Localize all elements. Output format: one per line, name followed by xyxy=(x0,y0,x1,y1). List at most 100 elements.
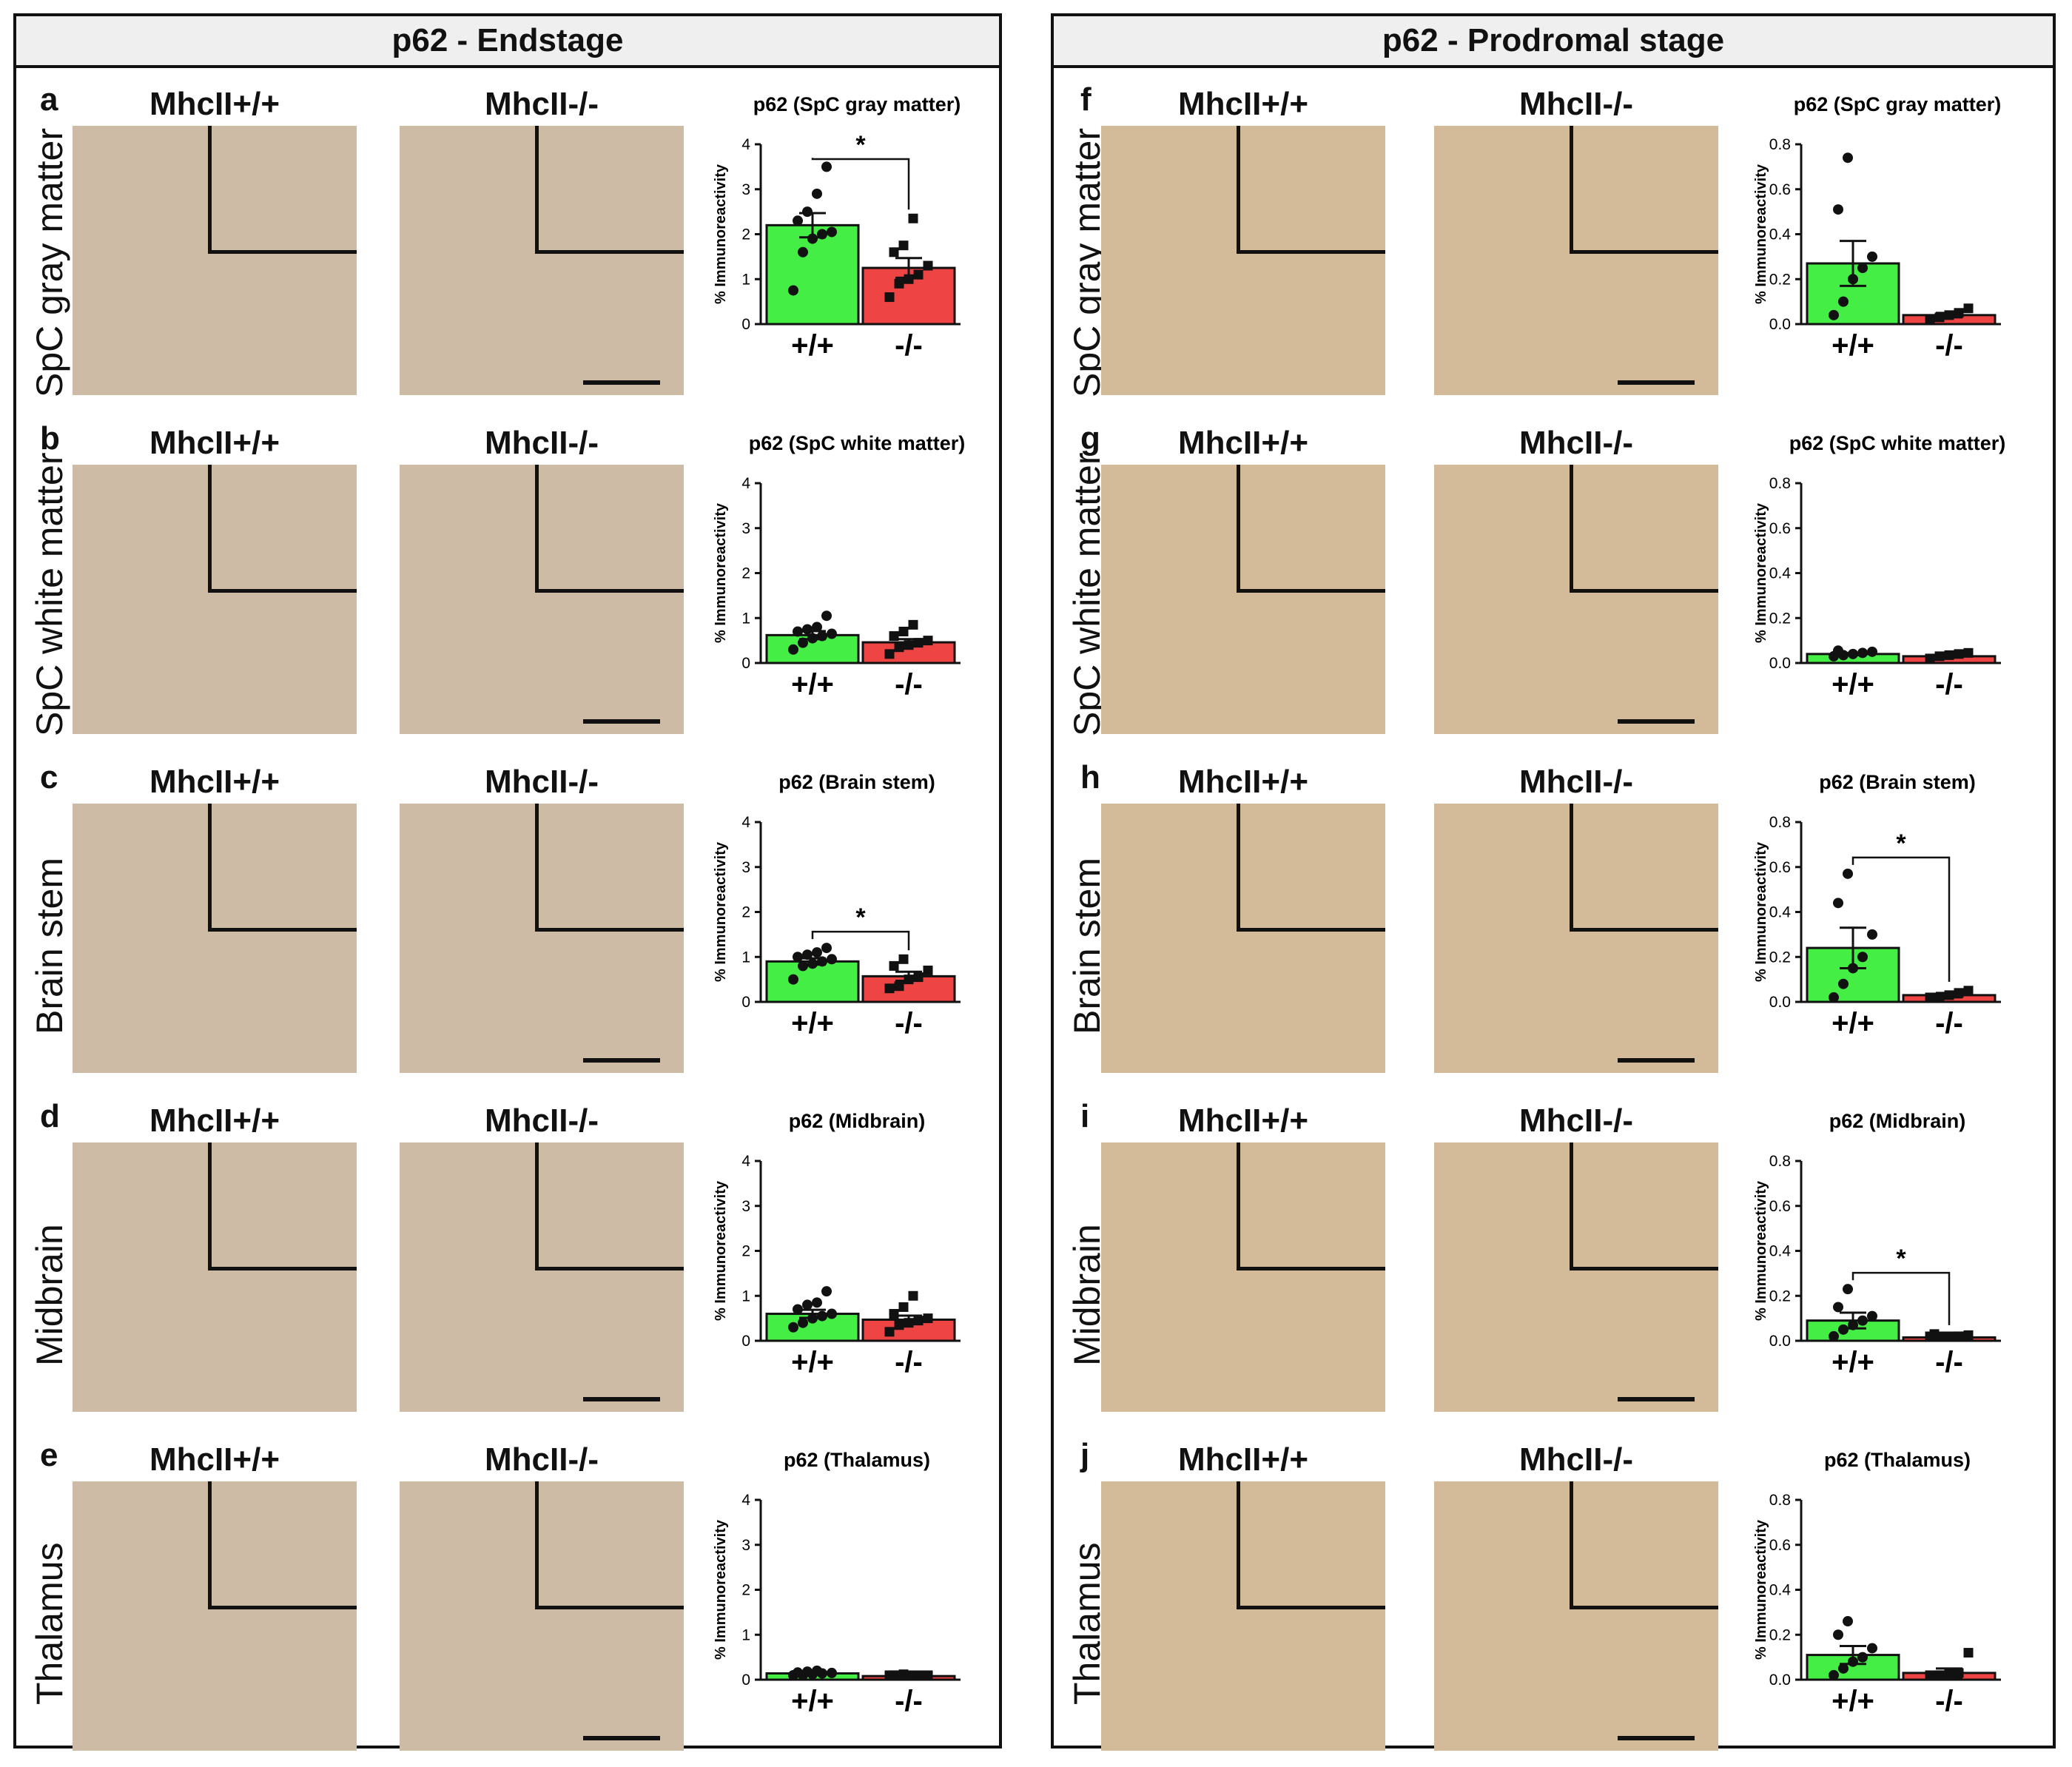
data-point xyxy=(1963,1330,1974,1340)
data-point xyxy=(798,246,808,258)
inset-frame xyxy=(535,804,684,932)
data-point xyxy=(1833,1302,1843,1313)
data-point xyxy=(1838,1324,1849,1335)
genotype-title-wt: MhcII+/+ xyxy=(1177,764,1309,800)
data-point xyxy=(817,229,827,240)
data-point xyxy=(817,956,827,967)
significance-bracket xyxy=(1851,1271,1951,1325)
scale-bar xyxy=(583,719,660,724)
data-point xyxy=(821,610,832,622)
data-point xyxy=(1934,992,1945,1003)
genotype-title-ko: MhcII-/- xyxy=(1519,425,1633,461)
significance-star: * xyxy=(855,903,866,932)
data-point xyxy=(1833,1629,1843,1640)
data-point xyxy=(923,1670,933,1680)
data-point xyxy=(1857,1315,1868,1326)
panel-letter: d xyxy=(40,1098,60,1134)
data-point xyxy=(889,1670,899,1680)
data-point xyxy=(812,188,822,199)
data-point xyxy=(812,1297,822,1308)
data-point xyxy=(913,269,924,280)
data-point xyxy=(1848,648,1858,659)
genotype-title-ko: MhcII-/- xyxy=(485,764,599,800)
data-point xyxy=(802,624,813,635)
genotype-title-ko: MhcII-/- xyxy=(485,1103,599,1139)
panel-letter: j xyxy=(1080,1437,1090,1473)
inset-frame xyxy=(1570,1481,1718,1609)
data-point xyxy=(807,233,818,244)
data-point xyxy=(913,972,924,983)
data-point xyxy=(908,1290,918,1301)
data-point xyxy=(821,943,832,954)
x-tick-label: +/+ xyxy=(791,1007,834,1040)
data-point xyxy=(1857,647,1868,659)
data-point xyxy=(894,642,904,653)
data-point xyxy=(908,619,918,630)
data-point xyxy=(1838,978,1849,989)
data-point xyxy=(1944,990,1954,1000)
data-point xyxy=(898,954,909,964)
panel-letter: a xyxy=(40,81,58,118)
bar-chart: p62 (SpC gray matter) % Immunoreactivity 0… xyxy=(713,93,961,362)
significance-star: * xyxy=(1896,829,1906,858)
data-point xyxy=(913,1316,924,1326)
data-point xyxy=(894,278,904,289)
y-tick-label: 0.4 xyxy=(1769,904,1792,921)
region-label: SpC white matter xyxy=(29,452,70,736)
y-tick-label: 0.4 xyxy=(1769,565,1792,582)
chart-title: p62 (SpC white matter) xyxy=(749,432,966,454)
data-point xyxy=(812,947,822,958)
micrograph-wt xyxy=(1101,1142,1385,1412)
chart-title: p62 (Midbrain) xyxy=(1829,1110,1966,1132)
data-point xyxy=(1829,1669,1839,1680)
data-point xyxy=(812,1665,822,1676)
bar-chart: p62 (SpC white matter) % Immunoreactivity… xyxy=(713,432,966,701)
y-tick-label: 0 xyxy=(741,1672,750,1689)
y-tick-label: 1 xyxy=(741,271,750,288)
y-tick-label: 4 xyxy=(741,1492,750,1509)
y-tick-label: 3 xyxy=(741,1537,750,1554)
micrograph-wt xyxy=(1101,1481,1385,1751)
chart-title: p62 (SpC white matter) xyxy=(1789,432,2006,454)
genotype-title-wt: MhcII+/+ xyxy=(1177,425,1309,461)
data-point xyxy=(1833,645,1843,656)
inset-frame xyxy=(208,1142,357,1270)
y-axis-label: % Immunoreactivity xyxy=(1753,164,1769,304)
y-tick-label: 0.2 xyxy=(1769,610,1791,627)
y-tick-label: 0.2 xyxy=(1769,1626,1791,1643)
y-tick-label: 1 xyxy=(741,949,750,966)
y-tick-label: 1 xyxy=(741,1288,750,1305)
panel-letter: i xyxy=(1080,1098,1090,1134)
genotype-title-wt: MhcII+/+ xyxy=(149,764,280,800)
micrograph-ko xyxy=(400,465,684,734)
data-point xyxy=(827,954,837,965)
genotype-title-wt: MhcII+/+ xyxy=(1177,1103,1309,1139)
data-point xyxy=(802,1299,813,1310)
inset-frame xyxy=(208,804,357,932)
y-tick-label: 2 xyxy=(741,226,750,243)
y-tick-label: 3 xyxy=(741,520,750,537)
inset-frame xyxy=(1570,804,1718,932)
y-axis-label: % Immunoreactivity xyxy=(713,502,729,643)
data-point xyxy=(889,631,899,642)
y-tick-label: 4 xyxy=(741,814,750,831)
y-tick-label: 4 xyxy=(741,475,750,492)
significance-star: * xyxy=(855,131,866,159)
y-tick-label: 2 xyxy=(741,1243,750,1260)
data-point xyxy=(913,1670,924,1680)
data-point xyxy=(1925,653,1935,664)
x-tick-label: -/- xyxy=(895,1685,923,1717)
micrograph-ko xyxy=(400,126,684,395)
data-point xyxy=(793,1667,803,1678)
data-point xyxy=(908,213,918,223)
y-tick-label: 0.4 xyxy=(1769,1582,1792,1599)
data-point xyxy=(898,240,909,251)
y-tick-label: 0.6 xyxy=(1769,1537,1791,1554)
y-tick-label: 0 xyxy=(741,655,750,672)
data-point xyxy=(788,285,798,296)
chart-title: p62 (Thalamus) xyxy=(1824,1449,1971,1471)
data-point xyxy=(923,1313,933,1324)
y-axis-label: % Immunoreactivity xyxy=(1753,1519,1769,1660)
data-point xyxy=(1843,152,1853,164)
genotype-title-wt: MhcII+/+ xyxy=(149,1103,280,1139)
